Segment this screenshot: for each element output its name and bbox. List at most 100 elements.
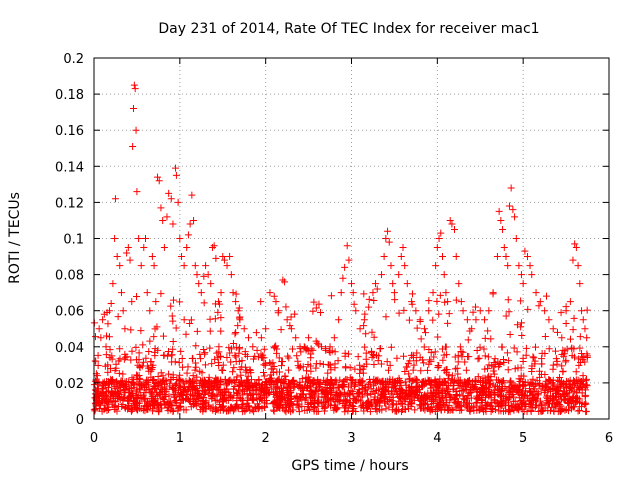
noise-marker (549, 365, 557, 373)
noise-marker (429, 316, 437, 324)
noise-marker (113, 407, 121, 415)
data-point (378, 271, 386, 279)
data-point (143, 289, 151, 297)
noise-marker (154, 407, 162, 415)
noise-marker (291, 310, 299, 318)
noise-marker (541, 333, 549, 341)
noise-marker (413, 324, 421, 332)
data-point (105, 307, 113, 315)
data-point (343, 242, 351, 250)
noise-marker (469, 378, 477, 386)
noise-marker (333, 393, 341, 401)
noise-marker (133, 293, 141, 301)
noise-marker (444, 387, 452, 395)
noise-marker (536, 397, 544, 405)
noise-marker (558, 362, 566, 370)
noise-marker (559, 367, 567, 375)
noise-marker (575, 361, 583, 369)
noise-marker (435, 362, 443, 370)
noise-marker (289, 401, 297, 409)
noise-marker (151, 352, 159, 360)
noise-marker (491, 389, 499, 397)
data-point (184, 231, 192, 239)
noise-marker (491, 355, 499, 363)
noise-marker (535, 367, 543, 375)
noise-marker (456, 343, 464, 351)
noise-marker (366, 401, 374, 409)
noise-marker (250, 408, 258, 416)
data-point (463, 316, 471, 324)
data-point (523, 253, 531, 261)
noise-marker (350, 395, 358, 403)
data-point (245, 334, 252, 342)
noise-marker (505, 357, 513, 365)
noise-marker (213, 378, 221, 386)
data-point (500, 244, 508, 252)
noise-marker (496, 393, 504, 401)
noise-marker (574, 379, 582, 387)
data-point (193, 271, 201, 279)
noise-marker (345, 350, 353, 358)
noise-marker (134, 399, 142, 407)
data-point (111, 195, 119, 203)
data-point (227, 271, 235, 279)
noise-marker (282, 383, 290, 391)
data-point (207, 280, 215, 288)
noise-marker (454, 351, 462, 359)
noise-marker (175, 404, 183, 412)
noise-marker (504, 296, 512, 304)
noise-marker (105, 398, 113, 406)
data-point (95, 325, 103, 333)
noise-marker (213, 349, 221, 357)
noise-marker (485, 361, 493, 369)
noise-marker (276, 400, 284, 408)
noise-marker (150, 375, 158, 383)
data-point (330, 334, 338, 342)
noise-marker (136, 386, 144, 394)
noise-marker (370, 333, 378, 341)
data-point (186, 220, 194, 228)
data-point (309, 346, 317, 354)
noise-marker (333, 405, 341, 413)
noise-marker (386, 375, 394, 383)
data-point (129, 105, 137, 113)
noise-marker (464, 336, 472, 344)
noise-marker (535, 302, 543, 310)
data-point (576, 280, 584, 288)
y-tick-label: 0.14 (55, 160, 84, 175)
noise-marker (539, 406, 547, 414)
noise-marker (301, 344, 309, 352)
data-point (155, 177, 163, 185)
noise-marker (391, 296, 399, 304)
noise-marker (95, 378, 103, 386)
noise-marker (260, 372, 268, 380)
noise-marker (381, 393, 389, 401)
noise-marker (556, 383, 564, 391)
noise-marker (235, 394, 243, 402)
noise-marker (229, 368, 237, 376)
noise-marker (387, 343, 395, 351)
data-point (356, 325, 364, 333)
noise-marker (251, 403, 259, 411)
noise-marker (532, 343, 540, 351)
data-point (489, 289, 497, 297)
noise-marker (118, 402, 126, 410)
noise-marker (538, 349, 546, 357)
noise-marker (230, 364, 238, 372)
noise-marker (237, 371, 245, 379)
noise-marker (122, 353, 130, 361)
data-point (554, 328, 561, 336)
noise-marker (324, 361, 332, 369)
noise-marker (405, 316, 413, 324)
data-point (236, 316, 244, 324)
noise-marker (176, 371, 184, 379)
data-point (451, 225, 458, 233)
noise-marker (266, 375, 274, 383)
noise-marker (570, 380, 578, 388)
noise-marker (314, 378, 322, 386)
data-point (257, 334, 265, 342)
data-point (100, 310, 108, 318)
noise-marker (186, 395, 194, 403)
noise-marker (425, 346, 433, 354)
noise-marker (454, 370, 462, 378)
